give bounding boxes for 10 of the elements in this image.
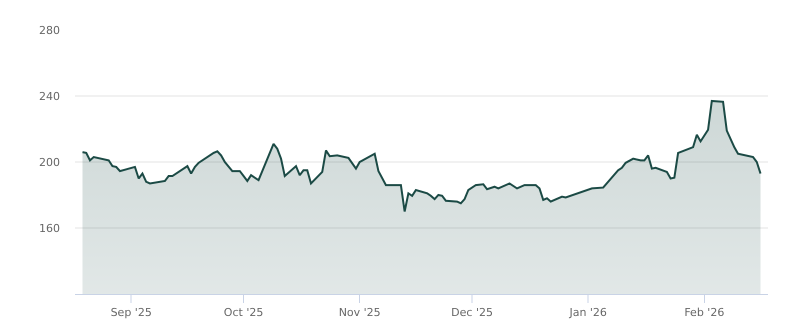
y-tick-label: 280: [39, 24, 60, 37]
x-tick-label: Oct '25: [224, 306, 264, 320]
y-tick-label: 200: [39, 156, 60, 169]
x-tick-label: Dec '25: [451, 306, 493, 320]
x-tick-label: Feb '26: [684, 306, 724, 320]
x-tick-label: Nov '25: [338, 306, 381, 320]
x-tick-label: Jan '26: [568, 306, 607, 320]
y-tick-label: 160: [39, 222, 60, 235]
y-tick-label: 240: [39, 90, 60, 103]
x-tick-label: Sep '25: [110, 306, 152, 320]
